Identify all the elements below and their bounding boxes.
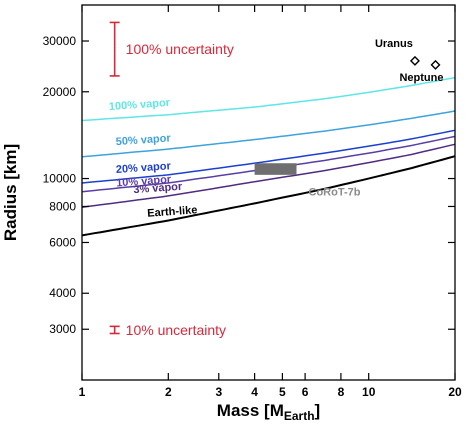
y-tick-label: 6000 — [49, 235, 76, 249]
axis-ticks: 1 2 3 4 5 6 8 10 20 3000 4000 6000 8000 10000 20000 300… — [43, 5, 462, 399]
corot-7b-box — [254, 163, 297, 175]
y-tick-label: 8000 — [49, 199, 76, 213]
x-tick-label: 1 — [79, 385, 86, 399]
x-axis-title-close: ] — [315, 401, 321, 420]
x-axis-title-subscript: Earth — [284, 409, 315, 423]
series-line-0 — [81, 76, 456, 122]
series-line-5 — [81, 155, 456, 237]
planet-marker-neptune — [430, 59, 441, 70]
x-tick-label: 2 — [165, 385, 172, 399]
series-label-1: 50% vapor — [115, 132, 171, 148]
planet-label-neptune: Neptune — [399, 72, 443, 84]
series-label-3: 10% vapor — [116, 174, 172, 190]
series-label-5: Earth-like — [147, 204, 198, 219]
y-tick-label: 4000 — [49, 286, 76, 300]
plot-frame — [81, 4, 456, 381]
x-axis-title: Mass [MEarth] — [217, 401, 320, 423]
model-curves — [81, 76, 456, 237]
corot-7b-label: CoRoT-7b — [309, 187, 361, 199]
y-tick-label: 20000 — [43, 85, 77, 99]
x-tick-label: 8 — [338, 385, 345, 399]
series-line-1 — [81, 110, 456, 158]
series-label-0: 100% vapor — [109, 97, 172, 113]
x-tick-label: 10 — [362, 385, 376, 399]
uncertainty-label-1: 10% uncertainty — [126, 322, 226, 338]
planet-marker-uranus — [409, 55, 420, 66]
series-line-2 — [81, 129, 456, 184]
y-tick-label: 30000 — [43, 34, 77, 48]
series-label-2: 20% vapor — [115, 160, 171, 176]
y-tick-label: 10000 — [43, 172, 77, 186]
series-label-4: 3% vapor — [133, 181, 183, 196]
planet-label-uranus: Uranus — [375, 38, 413, 50]
x-tick-label: 4 — [251, 385, 258, 399]
x-tick-label: 6 — [302, 385, 309, 399]
chart-markers — [109, 21, 441, 335]
y-axis-title: Radius [km] — [1, 144, 20, 241]
x-tick-label: 20 — [448, 385, 462, 399]
series-line-4 — [81, 143, 456, 209]
x-tick-label: 3 — [215, 385, 222, 399]
x-axis-title-main: Mass [M — [217, 401, 284, 420]
uncertainty-label-0: 100% uncertainty — [126, 41, 234, 57]
y-tick-label: 3000 — [49, 322, 76, 336]
x-tick-label: 5 — [279, 385, 286, 399]
